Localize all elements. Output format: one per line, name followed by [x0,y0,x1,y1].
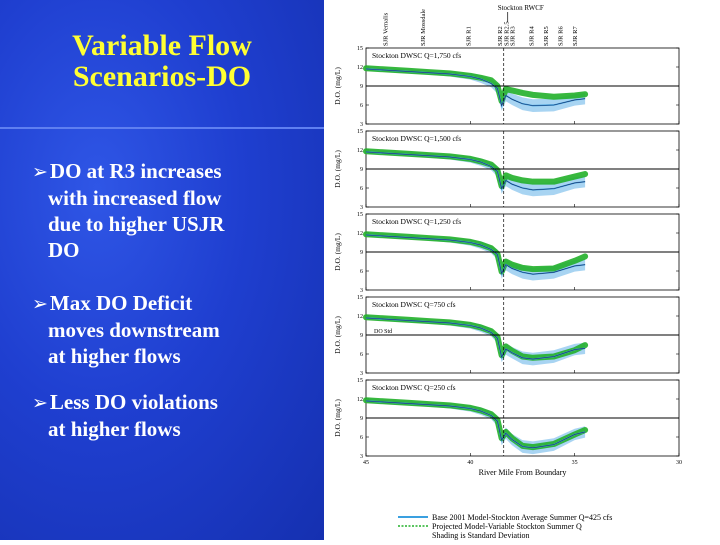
chart-area: SJR Vernalis SJR Mossdale SJR R1 SJR R2 SJR … [324,0,720,540]
y-tick-label: 12 [357,148,363,154]
y-tick-label: 6 [360,269,363,275]
y-axis-label: D.O. (mg/L) [333,399,342,437]
panel-flow-label: Stockton DWSC Q=1,250 cfs [372,217,461,226]
y-tick-label: 12 [357,314,363,320]
title-line: Variable Flow [72,29,252,62]
x-tick-label: 45 [363,460,369,466]
y-axis-label: D.O. (mg/L) [333,316,342,354]
bullet-text: at higher flows [48,417,181,441]
base-std-band [366,67,586,112]
location-label: SJR Mossdale [420,9,427,46]
y-tick-label: 9 [360,250,363,256]
location-label: SJR R6 [558,26,565,46]
bullet-text: due to higher USJR [48,212,225,236]
chart-panel: 3 6 9 12 15 D.O. (mg/L) Stockton DWSC Q=1,750 … [333,46,680,128]
base-series-core [365,400,586,449]
y-tick-label: 6 [360,103,363,109]
x-tick-label: 40 [467,460,473,466]
bullet-text: Max DO Deficit [49,291,193,315]
y-tick-label: 6 [360,186,363,192]
legend-shading-note: Shading is Standard Deviation [432,531,530,540]
chart-legend: Base 2001 Model-Stockton Average Summer … [398,513,612,540]
y-tick-label: 3 [360,371,363,377]
base-series-core [365,317,586,360]
bullet-less-violations: ➢Less DO violations at higher flows [32,389,218,442]
bullet-text: moves downstream [48,318,220,342]
chart-panel: 3 6 9 12 15 D.O. (mg/L) Stockton DWSC Q=1,250 … [333,212,680,294]
location-label: SJR R2.5 [503,21,510,46]
legend-projected-label: Projected Model-Variable Stockton Summer… [432,522,582,531]
arrow-bullet-icon: ➢ [32,161,48,183]
base-series-core [365,234,586,275]
bullet-text: DO [48,238,80,262]
location-label: SJR Vernalis [382,12,389,46]
base-std-band [366,316,586,366]
location-label: SJR R2 [497,26,504,46]
base-series-core [365,68,586,107]
location-label: SJR R3 [510,26,517,46]
panel-flow-label: Stockton DWSC Q=1,750 cfs [372,51,461,60]
y-tick-label: 9 [360,333,363,339]
y-tick-label: 15 [357,212,363,218]
slide-left-panel: Variable Flow Scenarios-DO ➢DO at R3 inc… [0,0,324,540]
base-std-band [366,150,586,197]
bullet-text: DO at R3 increases [49,159,222,183]
do-std-label: DO Std [374,329,392,335]
chart-panel: 3 6 9 12 15 D.O. (mg/L) Stockton DWSC Q=250 cf… [333,378,680,460]
bullet-max-deficit: ➢Max DO Deficit moves downstream at high… [32,290,220,369]
y-tick-label: 3 [360,288,363,294]
y-tick-label: 3 [360,122,363,128]
location-label: SJR R4 [528,26,535,46]
y-tick-label: 6 [360,435,363,441]
x-axis-label: River Mile From Boundary [479,468,567,477]
rwcf-label: Stockton RWCF [498,4,544,12]
location-label: SJR R7 [572,26,579,46]
y-tick-label: 15 [357,129,363,135]
panel-flow-label: Stockton DWSC Q=1,500 cfs [372,134,461,143]
location-label: SJR R5 [543,26,550,46]
chart-panel: 3 6 9 12 15 D.O. (mg/L) Stockton DWSC Q=750 cf… [333,295,680,377]
y-tick-label: 15 [357,46,363,52]
y-tick-label: 12 [357,397,363,403]
arrow-bullet-icon: ➢ [32,392,48,414]
projected-series [363,231,589,275]
y-tick-label: 9 [360,84,363,90]
legend-base-label: Base 2001 Model-Stockton Average Summer … [432,513,612,522]
projected-series [363,65,589,105]
panel-flow-label: Stockton DWSC Q=750 cfs [372,300,456,309]
location-labels: SJR Vernalis SJR Mossdale SJR R1 SJR R2 SJR … [382,4,579,46]
arrow-bullet-icon: ➢ [32,293,48,315]
do-profile-chart: SJR Vernalis SJR Mossdale SJR R1 SJR R2 SJR … [333,4,682,540]
y-tick-label: 15 [357,295,363,301]
x-tick-label: 30 [676,460,682,466]
chart-panel: 3 6 9 12 15 D.O. (mg/L) Stockton DWSC Q=1,500 … [333,129,680,211]
y-tick-label: 12 [357,65,363,71]
y-tick-label: 15 [357,378,363,384]
panel-flow-label: Stockton DWSC Q=250 cfs [372,383,456,392]
y-tick-label: 3 [360,205,363,211]
y-tick-label: 6 [360,352,363,358]
location-label: SJR R1 [466,26,473,46]
slide-title: Variable Flow Scenarios-DO [0,30,324,92]
x-tick-label: 35 [572,460,578,466]
y-tick-label: 3 [360,454,363,460]
y-tick-label: 9 [360,416,363,422]
y-axis-label: D.O. (mg/L) [333,150,342,188]
base-series-core [365,151,586,191]
y-tick-label: 9 [360,167,363,173]
title-line: Scenarios-DO [72,60,252,93]
bullet-text: at higher flows [48,344,181,368]
chart-panels: 3 6 9 12 15 D.O. (mg/L) Stockton DWSC Q=1,750 … [333,46,682,466]
bullet-text: with increased flow [48,186,222,210]
y-axis-label: D.O. (mg/L) [333,67,342,105]
y-tick-label: 12 [357,231,363,237]
y-axis-label: D.O. (mg/L) [333,233,342,271]
title-divider [0,127,324,129]
bullet-do-r3: ➢DO at R3 increases with increased flow … [32,158,224,263]
bullet-text: Less DO violations [49,390,218,414]
